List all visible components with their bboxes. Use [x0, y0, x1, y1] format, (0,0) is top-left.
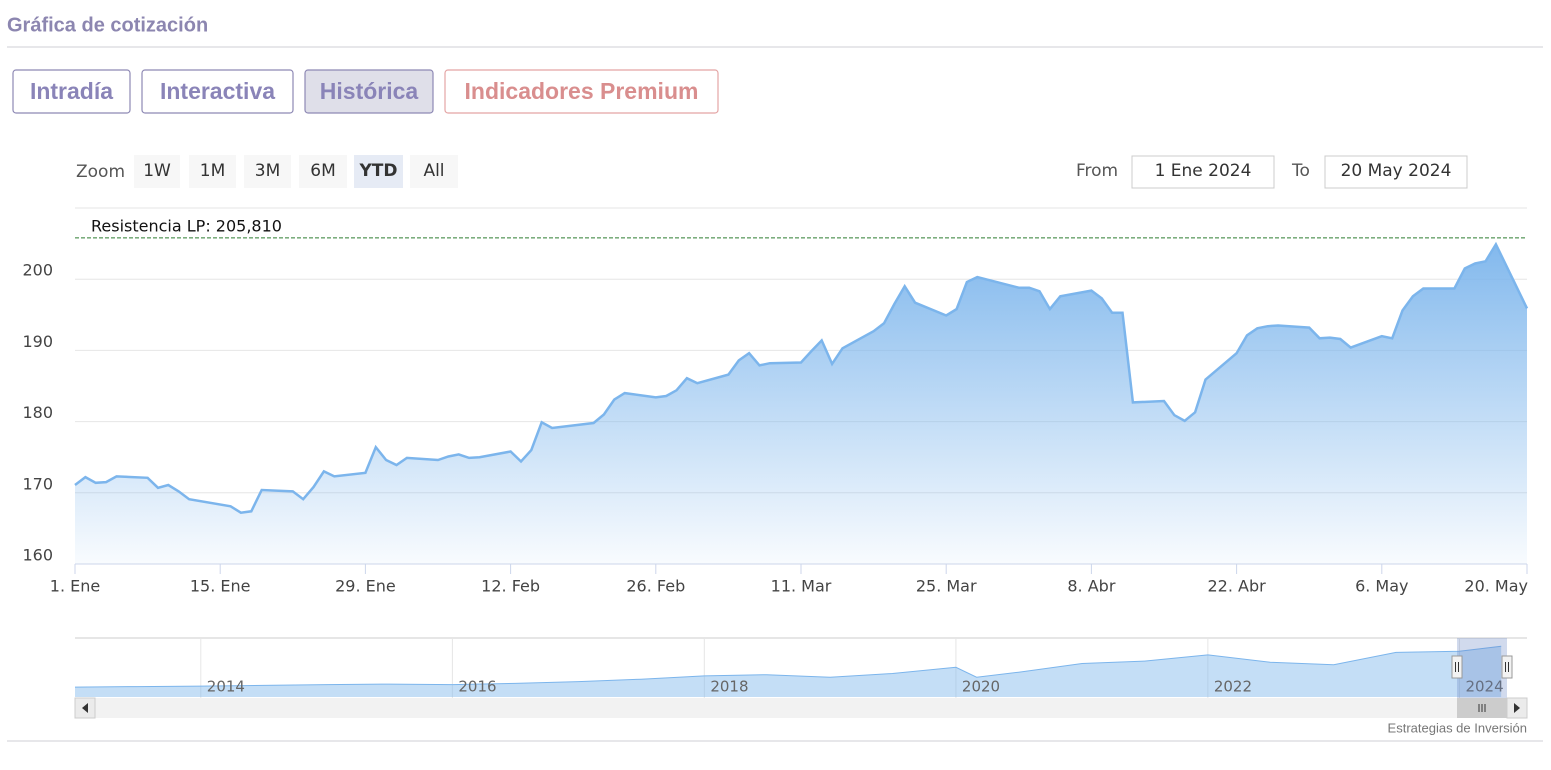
zoom-button[interactable] — [299, 155, 347, 188]
x-tick-label: 26. Feb — [626, 577, 685, 596]
navigator-year-label: 2018 — [710, 678, 748, 696]
zoom-button[interactable] — [410, 155, 458, 188]
navigator-handle[interactable] — [1501, 655, 1513, 679]
zoom-button[interactable] — [244, 155, 291, 188]
page-title: Gráfica de cotización — [7, 14, 208, 36]
tab[interactable] — [304, 69, 434, 114]
tab-label[interactable]: Intradía — [30, 78, 113, 104]
navigator-line — [74, 645, 1502, 688]
x-tick-label: 1. Ene — [50, 577, 100, 596]
credit: Estrategias de Inversión — [1388, 720, 1527, 735]
zoom-button[interactable] — [189, 155, 236, 188]
to-input[interactable] — [1324, 155, 1468, 189]
navigator-year-label: 2024 — [1465, 678, 1503, 696]
navigator: 2014 2016 2018 2020 2022 2024 — [74, 638, 1513, 698]
navigator-year-label: 2014 — [207, 678, 245, 696]
navigator-year-label: 2020 — [962, 678, 1000, 696]
y-tick-label: 160 — [22, 546, 53, 565]
zoom-button-label[interactable]: YTD — [358, 161, 397, 181]
zoom-button-label[interactable]: 1W — [143, 161, 171, 181]
y-tick-label: 200 — [22, 261, 53, 280]
navigator-year-label: 2022 — [1214, 678, 1252, 696]
zoom-button-label[interactable]: All — [423, 161, 444, 181]
to-label: To — [1291, 161, 1310, 181]
tab[interactable] — [141, 69, 294, 114]
y-tick-label: 180 — [22, 403, 53, 422]
x-tick-label: 29. Ene — [335, 577, 396, 596]
navigator-selection[interactable] — [1457, 638, 1507, 698]
zoom-button-label[interactable]: 3M — [255, 161, 280, 181]
navigator-year-label: 2016 — [458, 678, 496, 696]
x-tick-label: 15. Ene — [190, 577, 251, 596]
tab[interactable] — [12, 69, 131, 114]
x-tick-label: 25. Mar — [916, 577, 977, 596]
y-tick-label: 170 — [22, 474, 53, 493]
navigator-area — [75, 646, 1502, 697]
navigator-bg — [75, 638, 1527, 698]
arrow-icon — [82, 703, 88, 713]
x-tick-label: 11. Mar — [771, 577, 832, 596]
handle-grip — [1505, 662, 1509, 672]
from-input[interactable] — [1131, 155, 1275, 189]
y-tick-label: 190 — [22, 332, 53, 351]
tab[interactable] — [444, 69, 719, 114]
arrow-icon — [1514, 703, 1520, 713]
price-line — [74, 241, 1529, 514]
handle-grip — [1455, 662, 1459, 672]
from-label: From — [1076, 161, 1118, 181]
navigator-handle[interactable] — [1451, 655, 1463, 679]
zoom-button[interactable] — [354, 155, 403, 188]
zoom-button[interactable] — [134, 155, 180, 188]
tab-label[interactable]: Interactiva — [160, 78, 275, 104]
area — [75, 244, 1527, 565]
x-tick-label: 8. Abr — [1067, 577, 1115, 596]
zoom-label: Zoom — [76, 162, 125, 182]
x-tick-label: 22. Abr — [1207, 577, 1266, 596]
x-tick-label: 20. May — [1464, 577, 1528, 596]
zoom-button-label[interactable]: 1M — [200, 161, 225, 181]
resistance-label: Resistencia LP: 205,810 — [91, 216, 282, 235]
from-value[interactable]: 1 Ene 2024 — [1155, 161, 1252, 181]
tab-label[interactable]: Indicadores Premium — [465, 78, 699, 104]
zoom-button-label[interactable]: 6M — [310, 161, 335, 181]
x-tick-label: 12. Feb — [481, 577, 540, 596]
x-tick-label: 6. May — [1355, 577, 1408, 596]
tab-label[interactable]: Histórica — [320, 78, 419, 104]
grip-icon — [1478, 704, 1486, 712]
to-value[interactable]: 20 May 2024 — [1341, 161, 1452, 181]
scrollbar-track[interactable] — [75, 698, 1527, 718]
